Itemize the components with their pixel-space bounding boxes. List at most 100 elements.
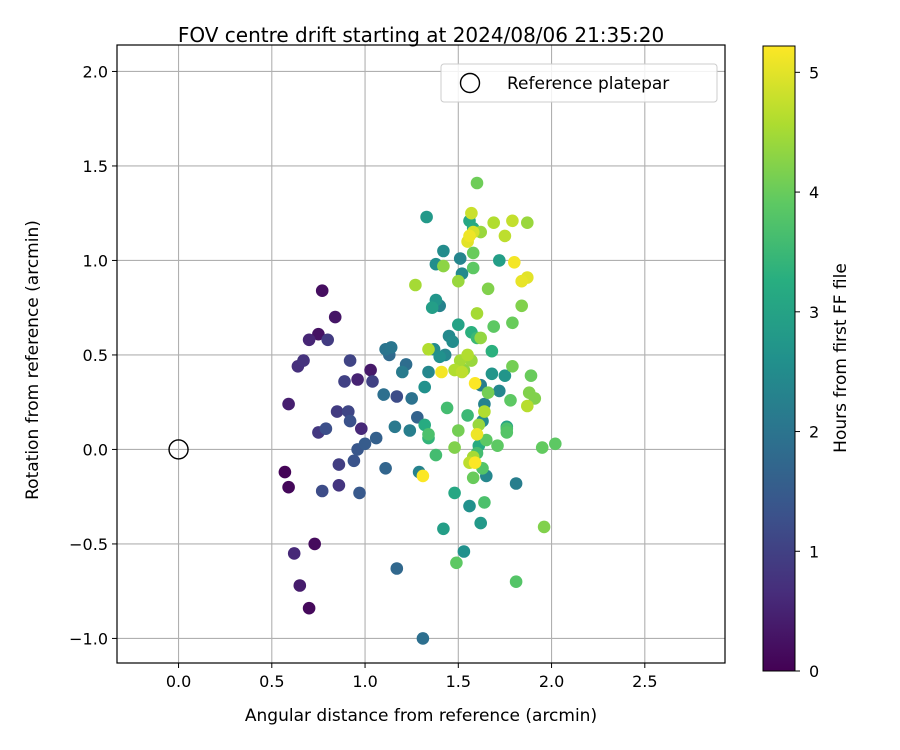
data-point	[422, 365, 435, 379]
data-point	[453, 252, 467, 265]
data-point	[521, 399, 534, 413]
data-point	[485, 344, 499, 358]
data-point	[455, 365, 469, 379]
x-tick-label: 0.0	[166, 672, 191, 691]
data-point	[315, 284, 329, 298]
y-tick-label: 0.0	[83, 440, 108, 459]
data-point	[384, 341, 398, 354]
data-point	[418, 380, 432, 394]
colorbar-tick-label: 2	[809, 423, 819, 442]
data-point	[521, 216, 534, 229]
data-point	[493, 254, 506, 267]
data-point	[506, 360, 519, 373]
data-point	[379, 462, 392, 475]
data-point	[396, 365, 409, 379]
legend-label-reference: Reference platepar	[507, 74, 669, 94]
chart-title: FOV centre drift starting at 2024/08/06 …	[178, 23, 664, 47]
y-axis-ticks: −1.0 −0.5 0.0 0.5 1.0 1.5 2.0	[69, 62, 117, 648]
data-point	[487, 216, 501, 229]
data-point	[466, 261, 480, 275]
y-tick-label: −0.5	[69, 535, 108, 554]
data-point	[472, 418, 486, 432]
data-point	[342, 405, 355, 418]
data-point	[466, 471, 480, 485]
y-tick-label: 0.5	[83, 346, 108, 365]
data-point	[515, 299, 528, 313]
data-point	[474, 331, 488, 345]
data-point	[330, 405, 344, 418]
x-tick-label: 1.5	[446, 672, 471, 691]
data-point	[509, 477, 523, 490]
data-point	[437, 522, 450, 536]
data-point	[470, 307, 484, 320]
data-point	[343, 354, 357, 367]
data-point	[287, 547, 301, 560]
data-point	[452, 318, 465, 332]
data-point	[549, 437, 562, 451]
data-point	[457, 545, 471, 558]
data-point	[416, 469, 430, 483]
data-point	[422, 428, 435, 441]
data-point	[466, 246, 480, 260]
data-point	[429, 448, 443, 462]
data-point	[347, 454, 361, 468]
data-point	[409, 278, 422, 292]
data-point	[485, 367, 499, 381]
data-point	[293, 579, 307, 592]
data-point	[338, 375, 351, 388]
y-tick-label: −1.0	[69, 629, 108, 648]
y-tick-label: 1.5	[83, 157, 108, 176]
colorbar-tick-label: 4	[809, 183, 819, 202]
data-point	[366, 375, 379, 388]
data-point	[493, 384, 506, 398]
data-point	[308, 537, 322, 551]
data-point	[506, 316, 519, 330]
data-point	[282, 480, 295, 494]
data-point	[474, 516, 488, 530]
data-point	[461, 409, 474, 422]
data-point	[321, 333, 335, 347]
colorbar-tick-label: 5	[809, 63, 819, 82]
scatter-points	[278, 176, 562, 645]
colorbar-tick-label: 3	[809, 303, 819, 322]
data-point	[452, 424, 465, 437]
data-point	[480, 433, 493, 447]
data-point	[405, 392, 419, 405]
x-tick-label: 0.5	[259, 672, 284, 691]
reference-marker-layer	[168, 439, 189, 460]
data-point	[355, 422, 368, 436]
data-point	[403, 424, 417, 437]
legend-marker-reference	[459, 72, 481, 94]
data-point	[437, 259, 450, 273]
plot-frame	[116, 44, 726, 664]
data-point	[328, 310, 342, 324]
data-point	[278, 465, 292, 479]
data-point	[319, 422, 333, 436]
legend: Reference platepar	[440, 63, 718, 103]
data-point	[448, 441, 461, 454]
data-point	[509, 575, 523, 588]
data-point	[302, 333, 316, 347]
data-point	[504, 394, 517, 407]
data-point	[302, 601, 316, 615]
y-tick-label: 2.0	[83, 62, 108, 81]
data-point	[364, 363, 377, 377]
data-point	[437, 244, 450, 258]
data-point	[435, 365, 448, 379]
x-tick-label: 2.0	[539, 672, 564, 691]
data-point	[461, 348, 474, 362]
data-point	[487, 320, 501, 333]
data-point	[353, 486, 366, 500]
reference-platepar-marker	[168, 439, 189, 460]
data-point	[297, 354, 310, 367]
data-point	[515, 274, 528, 288]
data-point	[498, 229, 512, 243]
colorbar-tick-label: 0	[809, 662, 819, 681]
data-point	[470, 428, 484, 441]
data-point	[312, 327, 325, 341]
x-tick-label: 2.5	[632, 672, 657, 691]
data-point	[506, 214, 519, 228]
y-tick-label: 1.0	[83, 251, 108, 270]
data-point	[524, 369, 538, 383]
